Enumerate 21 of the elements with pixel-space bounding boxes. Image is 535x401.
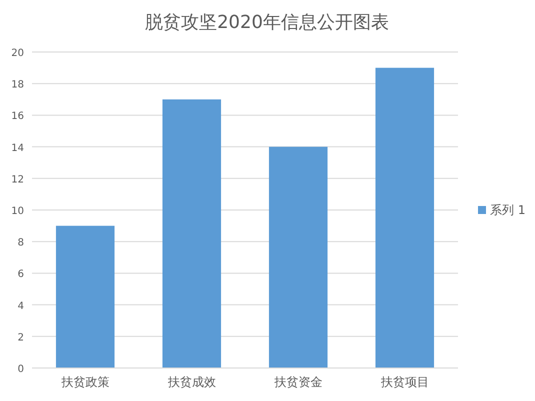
legend-label: 系列 1 — [490, 203, 526, 217]
y-tick-label: 8 — [18, 238, 24, 249]
y-tick-label: 0 — [18, 364, 24, 375]
y-tick-label: 6 — [18, 269, 24, 280]
y-tick-label: 16 — [11, 111, 24, 122]
x-tick-label: 扶贫政策 — [60, 375, 110, 389]
y-tick-label: 4 — [18, 300, 24, 312]
x-tick-label: 扶贫成效 — [166, 375, 216, 389]
y-tick-label: 18 — [11, 80, 24, 91]
y-tick-label: 14 — [11, 142, 24, 154]
x-tick-label: 扶贫项目 — [380, 375, 429, 389]
bar — [162, 99, 222, 368]
y-tick-label: 20 — [11, 48, 24, 59]
y-tick-label: 12 — [11, 174, 24, 186]
x-tick-label: 扶贫资金 — [273, 375, 322, 389]
bar — [56, 226, 115, 368]
y-tick-label: 2 — [18, 332, 24, 344]
chart-title: 脱贫攻坚2020年信息公开图表 — [145, 12, 389, 33]
y-tick-label: 10 — [11, 206, 24, 217]
bar — [375, 68, 434, 368]
bar — [268, 146, 328, 368]
